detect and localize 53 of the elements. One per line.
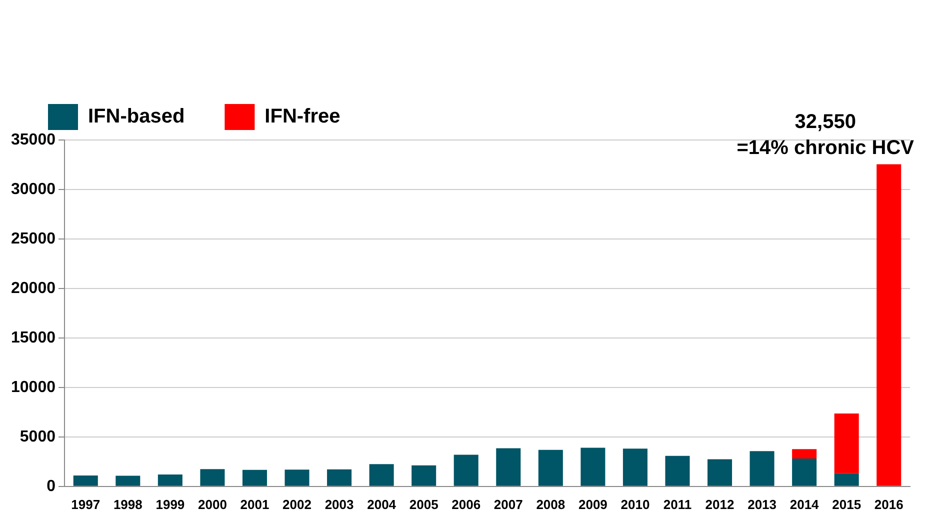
- bar: [834, 473, 859, 486]
- x-tick-label: 2016: [874, 496, 904, 512]
- x-tick-label: 2004: [367, 496, 397, 512]
- x-tick-label: 1999: [156, 496, 185, 512]
- bar: [622, 448, 648, 486]
- bar: [834, 414, 859, 474]
- bar: [580, 448, 606, 486]
- x-tick-label: 1997: [71, 496, 100, 512]
- x-tick-label: 1998: [113, 496, 142, 512]
- y-tick-label: 0: [46, 478, 56, 495]
- bar: [412, 465, 436, 486]
- bar: [538, 450, 563, 486]
- bar: [116, 476, 140, 486]
- x-tick-label: 2015: [832, 496, 862, 512]
- x-tick-label: 2008: [536, 496, 566, 512]
- x-tick-label: 2001: [240, 496, 270, 512]
- y-tick-label: 30000: [10, 180, 56, 198]
- bar: [200, 469, 225, 486]
- x-tick-label: 2014: [790, 496, 820, 512]
- bar: [750, 451, 774, 486]
- x-tick-label: 2002: [282, 496, 312, 512]
- bar: [665, 456, 690, 486]
- bar: [73, 476, 98, 486]
- legend-label: IFN-free: [264, 106, 340, 128]
- bar: [327, 469, 352, 486]
- bar: [496, 448, 521, 486]
- x-tick-label: 2007: [494, 496, 523, 512]
- bar: [454, 454, 478, 486]
- y-tick-label: 35000: [10, 131, 56, 148]
- annotation: 32,550 =14% chronic HCV: [736, 110, 915, 159]
- y-tick-label: 10000: [10, 378, 56, 396]
- y-tick-label: 5000: [20, 428, 56, 446]
- x-tick-label: 2012: [705, 496, 734, 512]
- x-tick-label: 2013: [748, 496, 776, 512]
- legend-label: IFN-based: [88, 106, 185, 128]
- y-tick-label: 25000: [10, 230, 56, 248]
- bar: [158, 474, 182, 486]
- bar: [792, 449, 817, 458]
- bar: [284, 470, 310, 486]
- x-tick-label: 2005: [409, 496, 438, 512]
- y-tick-label: 15000: [10, 329, 56, 346]
- x-tick-label: 2010: [620, 496, 650, 512]
- bar: [242, 470, 267, 486]
- y-tick-label: 20000: [10, 280, 56, 297]
- bar: [708, 459, 732, 486]
- x-tick-label: 2006: [452, 496, 481, 512]
- bar: [876, 164, 902, 486]
- x-tick-label: 2009: [578, 496, 608, 512]
- x-tick-label: 2003: [324, 496, 354, 512]
- bar: [369, 464, 394, 486]
- x-tick-label: 2000: [198, 496, 227, 512]
- bar: [792, 458, 817, 486]
- x-tick-label: 2011: [663, 496, 692, 512]
